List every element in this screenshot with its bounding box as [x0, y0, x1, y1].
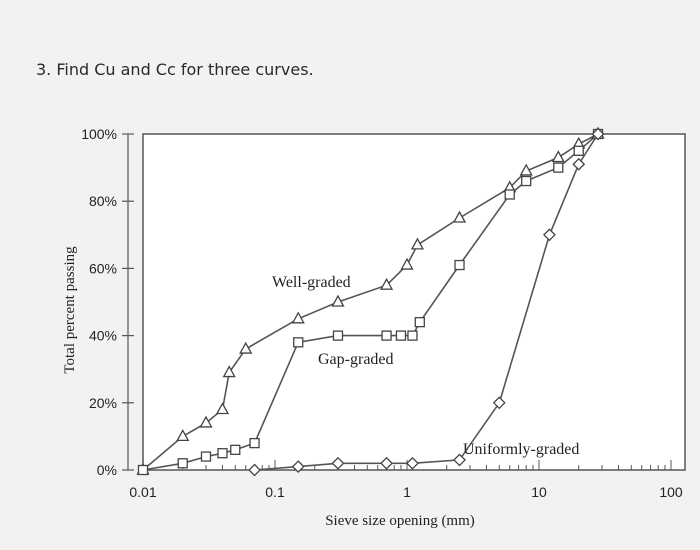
y-tick-label: 20% — [89, 395, 117, 411]
data-point-square — [553, 162, 564, 173]
data-point-diamond — [591, 127, 605, 141]
data-point-square — [414, 317, 425, 328]
data-point-square — [217, 448, 228, 459]
series-markers — [136, 126, 605, 477]
x-tick-label: 10 — [531, 484, 547, 500]
y-axis-label: Total percent passing — [62, 246, 78, 374]
data-point-square — [200, 451, 212, 462]
y-tick-label: 100% — [81, 126, 117, 142]
data-point-diamond — [453, 453, 466, 467]
data-point-square — [504, 189, 515, 200]
data-point-diamond — [543, 228, 556, 242]
data-point-triangle — [222, 365, 236, 378]
data-point-triangle — [291, 311, 305, 324]
x-tick-label: 0.01 — [129, 484, 156, 500]
data-point-diamond — [331, 456, 345, 470]
data-point-square — [249, 437, 260, 449]
data-point-square — [230, 444, 241, 455]
data-point-square — [177, 458, 188, 469]
data-point-triangle — [239, 341, 253, 354]
plot-area — [142, 133, 686, 471]
x-tick-label: 1 — [403, 484, 411, 500]
data-point-square — [454, 259, 465, 271]
data-point-diamond — [492, 396, 506, 410]
data-point-triangle — [410, 237, 425, 250]
data-point-square — [332, 330, 344, 341]
question-text: 3. Find Cu and Cc for three curves. — [36, 60, 314, 79]
data-point-triangle — [519, 163, 533, 176]
data-point-diamond — [572, 157, 586, 171]
data-point-square — [521, 175, 532, 187]
data-point-triangle — [379, 277, 394, 290]
annotation-uniformly-graded: Uniformly-graded — [463, 441, 579, 458]
data-point-square — [381, 330, 392, 341]
data-point-triangle — [199, 415, 213, 428]
x-tick-label: 0.1 — [265, 484, 285, 500]
data-point-diamond — [406, 456, 419, 470]
data-point-square — [407, 330, 418, 341]
tick-labels: 0% 20% 40% 60% 80% 100% 0.01 0.1 1 10 100 — [81, 126, 683, 500]
x-axis-label: Sieve size opening (mm) — [325, 513, 475, 529]
data-point-diamond — [248, 463, 261, 477]
series-line-uniformly-graded — [254, 133, 599, 471]
y-tick-label: 40% — [89, 328, 117, 344]
data-point-triangle — [176, 429, 190, 442]
y-tick-label: 0% — [97, 462, 117, 478]
data-point-triangle — [215, 402, 230, 415]
data-point-square — [573, 145, 584, 156]
data-point-triangle — [551, 150, 565, 163]
data-point-diamond — [380, 456, 393, 470]
annotation-well-graded: Well-graded — [272, 274, 351, 291]
y-tick-label: 80% — [89, 193, 117, 209]
y-tick-label: 60% — [89, 260, 117, 276]
x-tick-label: 100 — [659, 484, 683, 500]
data-point-triangle — [400, 257, 414, 270]
data-point-square — [293, 337, 304, 348]
annotation-gap-graded: Gap-graded — [318, 351, 394, 368]
data-point-triangle — [331, 294, 345, 307]
data-point-square — [137, 464, 149, 476]
data-point-square — [395, 330, 407, 341]
data-point-diamond — [291, 460, 305, 474]
data-point-triangle — [452, 210, 467, 223]
